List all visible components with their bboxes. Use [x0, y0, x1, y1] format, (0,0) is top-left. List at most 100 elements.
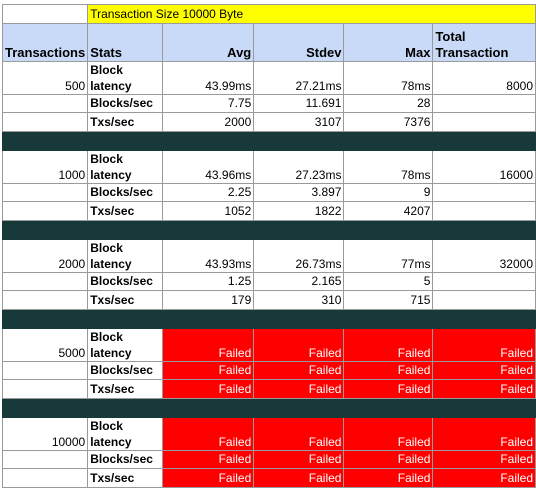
- stat-label-txs-sec[interactable]: Txs/sec: [87, 201, 164, 221]
- max-cell[interactable]: 77ms: [343, 239, 434, 273]
- failed-cell[interactable]: Failed: [432, 379, 536, 399]
- stat-label-txs-sec[interactable]: Txs/sec: [87, 468, 164, 488]
- transactions-cell[interactable]: 500: [1, 61, 89, 95]
- header-transactions[interactable]: Transactions: [1, 23, 89, 62]
- stdev-cell[interactable]: 27.21ms: [253, 61, 345, 95]
- stat-label-txs-sec[interactable]: Txs/sec: [87, 290, 164, 310]
- stdev-cell[interactable]: 26.73ms: [253, 239, 345, 273]
- empty-cell[interactable]: [1, 4, 89, 24]
- stat-label-txs-sec[interactable]: Txs/sec: [87, 112, 164, 132]
- failed-cell[interactable]: Failed: [253, 450, 345, 469]
- empty-cell[interactable]: [1, 201, 89, 221]
- stdev-cell[interactable]: 3107: [253, 112, 345, 132]
- header-avg[interactable]: Avg: [162, 23, 255, 62]
- failed-cell[interactable]: Failed: [162, 468, 255, 488]
- failed-cell[interactable]: Failed: [253, 379, 345, 399]
- stat-label-blocks-sec[interactable]: Blocks/sec: [87, 94, 164, 113]
- empty-cell[interactable]: [1, 450, 89, 469]
- max-cell[interactable]: 28: [343, 94, 434, 113]
- failed-cell[interactable]: Failed: [343, 379, 434, 399]
- failed-cell[interactable]: Failed: [162, 417, 255, 451]
- avg-cell[interactable]: 1.25: [162, 272, 255, 291]
- stat-label-block-latency[interactable]: Block latency: [87, 239, 164, 273]
- stdev-cell[interactable]: 2.165: [253, 272, 345, 291]
- max-cell[interactable]: 5: [343, 272, 434, 291]
- empty-cell[interactable]: [1, 183, 89, 202]
- failed-cell[interactable]: Failed: [162, 450, 255, 469]
- max-cell[interactable]: 78ms: [343, 150, 434, 184]
- avg-cell[interactable]: 2.25: [162, 183, 255, 202]
- header-stdev[interactable]: Stdev: [253, 23, 345, 62]
- empty-cell[interactable]: [1, 112, 89, 132]
- avg-cell[interactable]: 43.96ms: [162, 150, 255, 184]
- stat-label-blocks-sec[interactable]: Blocks/sec: [87, 183, 164, 202]
- empty-cell[interactable]: [432, 272, 536, 291]
- avg-cell[interactable]: 43.93ms: [162, 239, 255, 273]
- failed-cell[interactable]: Failed: [432, 328, 536, 362]
- failed-cell[interactable]: Failed: [343, 417, 434, 451]
- failed-cell[interactable]: Failed: [432, 450, 536, 469]
- failed-cell[interactable]: Failed: [432, 468, 536, 488]
- table-title[interactable]: Transaction Size 10000 Byte: [87, 4, 536, 24]
- stdev-cell[interactable]: 11.691: [253, 94, 345, 113]
- failed-cell[interactable]: Failed: [343, 450, 434, 469]
- avg-cell[interactable]: 7.75: [162, 94, 255, 113]
- avg-cell[interactable]: 43.99ms: [162, 61, 255, 95]
- stat-label-block-latency[interactable]: Block latency: [87, 150, 164, 184]
- failed-cell[interactable]: Failed: [253, 417, 345, 451]
- avg-cell[interactable]: 2000: [162, 112, 255, 132]
- header-max[interactable]: Max: [343, 23, 434, 62]
- empty-cell[interactable]: [432, 112, 536, 132]
- failed-cell[interactable]: Failed: [162, 328, 255, 362]
- failed-cell[interactable]: Failed: [253, 468, 345, 488]
- total-cell[interactable]: 16000: [432, 150, 536, 184]
- stat-label-block-latency[interactable]: Block latency: [87, 417, 164, 451]
- max-cell[interactable]: 9: [343, 183, 434, 202]
- stdev-cell[interactable]: 3.897: [253, 183, 345, 202]
- stat-label-block-latency[interactable]: Block latency: [87, 328, 164, 362]
- empty-cell[interactable]: [432, 201, 536, 221]
- empty-cell[interactable]: [432, 183, 536, 202]
- failed-cell[interactable]: Failed: [432, 417, 536, 451]
- header-total-transaction[interactable]: Total Transaction: [432, 23, 536, 62]
- stdev-cell[interactable]: 310: [253, 290, 345, 310]
- avg-cell[interactable]: 1052: [162, 201, 255, 221]
- failed-cell[interactable]: Failed: [343, 468, 434, 488]
- empty-cell[interactable]: [1, 290, 89, 310]
- max-cell[interactable]: 78ms: [343, 61, 434, 95]
- max-cell[interactable]: 7376: [343, 112, 434, 132]
- stat-label-blocks-sec[interactable]: Blocks/sec: [87, 272, 164, 291]
- stat-label-line2: latency: [90, 257, 132, 271]
- empty-cell[interactable]: [432, 290, 536, 310]
- avg-cell[interactable]: 179: [162, 290, 255, 310]
- separator-row: [2, 398, 536, 418]
- stat-label-txs-sec[interactable]: Txs/sec: [87, 379, 164, 399]
- failed-cell[interactable]: Failed: [343, 328, 434, 362]
- failed-cell[interactable]: Failed: [343, 361, 434, 380]
- empty-cell[interactable]: [1, 94, 89, 113]
- transactions-cell[interactable]: 10000: [1, 417, 89, 451]
- empty-cell[interactable]: [1, 379, 89, 399]
- empty-cell[interactable]: [1, 272, 89, 291]
- stdev-cell[interactable]: 1822: [253, 201, 345, 221]
- max-cell[interactable]: 715: [343, 290, 434, 310]
- total-cell[interactable]: 8000: [432, 61, 536, 95]
- stat-label-blocks-sec[interactable]: Blocks/sec: [87, 450, 164, 469]
- transactions-cell[interactable]: 2000: [1, 239, 89, 273]
- failed-cell[interactable]: Failed: [253, 328, 345, 362]
- empty-cell[interactable]: [1, 361, 89, 380]
- total-cell[interactable]: 32000: [432, 239, 536, 273]
- empty-cell[interactable]: [432, 94, 536, 113]
- stat-label-blocks-sec[interactable]: Blocks/sec: [87, 361, 164, 380]
- max-cell[interactable]: 4207: [343, 201, 434, 221]
- failed-cell[interactable]: Failed: [162, 379, 255, 399]
- transactions-cell[interactable]: 5000: [1, 328, 89, 362]
- failed-cell[interactable]: Failed: [432, 361, 536, 380]
- stat-label-block-latency[interactable]: Block latency: [87, 61, 164, 95]
- failed-cell[interactable]: Failed: [162, 361, 255, 380]
- failed-cell[interactable]: Failed: [253, 361, 345, 380]
- header-stats[interactable]: Stats: [87, 23, 164, 62]
- transactions-cell[interactable]: 1000: [1, 150, 89, 184]
- empty-cell[interactable]: [1, 468, 89, 488]
- stdev-cell[interactable]: 27.23ms: [253, 150, 345, 184]
